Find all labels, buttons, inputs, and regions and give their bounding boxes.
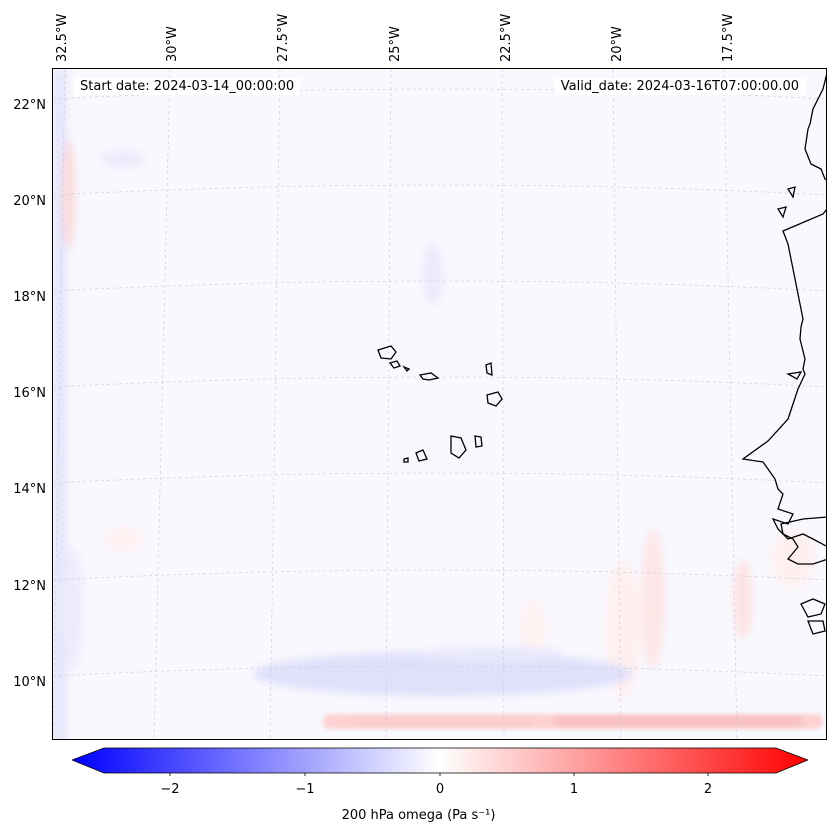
colorbar-tick-0: 0: [435, 782, 445, 797]
colorbar-bar: [72, 747, 808, 774]
colorbar-tick-2: 2: [703, 782, 713, 797]
africa-coastline-south: [780, 516, 826, 565]
lat-label-14n: 14°N: [13, 482, 46, 497]
lon-label-30w: 30°W: [165, 26, 180, 62]
southern-descent-band: [323, 714, 823, 729]
lon-label-20w: 20°W: [610, 26, 625, 62]
island-boa-vista: [486, 391, 503, 407]
island-fogo: [415, 449, 428, 462]
ascent-band-south-upper: [423, 646, 563, 662]
descent-patch-2: [733, 559, 753, 639]
ascent-patch-1: [101, 150, 145, 168]
omega-field-map: [53, 69, 826, 739]
graticule: [53, 69, 826, 739]
descent-patch-1: [641, 529, 665, 669]
lat-label-10n: 10°N: [13, 675, 46, 690]
descent-patch-6: [103, 527, 143, 551]
descent-patch-3: [605, 559, 641, 699]
colorbar-tick-neg2: −2: [160, 782, 180, 797]
lon-label-17.5w: 17.5°W: [721, 13, 736, 62]
lat-label-22n: 22°N: [13, 98, 46, 113]
descent-patch-5: [519, 599, 547, 659]
island-sao-nicolau: [418, 372, 440, 381]
valid-date-label: Valid_date: 2024-03-16T07:00:00.00: [554, 78, 805, 95]
field-background: [53, 69, 826, 739]
island-santo-antao: [377, 345, 397, 360]
island-sal: [485, 362, 493, 376]
left-descent-patch: [63, 139, 75, 249]
coastlines: [377, 74, 826, 635]
map-panel: Start date: 2024-03-14_00:00:00 Valid_da…: [52, 68, 827, 740]
africa-coastline-north: [741, 74, 826, 547]
guinea-bissau-islands: [800, 598, 826, 635]
lat-label-18n: 18°N: [13, 290, 46, 305]
left-edge-ascent-band: [53, 69, 67, 739]
coastal-inlets: [776, 186, 803, 380]
ascent-patch-2: [423, 244, 443, 304]
descent-patch-4: [771, 529, 815, 589]
ascent-patch-3: [63, 549, 83, 669]
island-santa-luzia: [402, 365, 411, 372]
colorbar-tick-1: 1: [569, 782, 579, 797]
lon-label-32.5w: 32.5°W: [55, 13, 70, 62]
ascent-band-south: [253, 652, 633, 696]
island-santiago: [450, 435, 467, 459]
colorbar: [72, 747, 808, 776]
lon-label-22.5w: 22.5°W: [499, 13, 514, 62]
colorbar-tick-neg1: −1: [295, 782, 315, 797]
island-sao-vicente: [388, 360, 401, 369]
lat-label-20n: 20°N: [13, 194, 46, 209]
island-maio: [474, 435, 483, 448]
lon-label-25w: 25°W: [388, 26, 403, 62]
island-brava: [403, 457, 409, 463]
colorbar-label: 200 hPa omega (Pa s⁻¹): [341, 808, 496, 823]
lat-label-16n: 16°N: [13, 386, 46, 401]
colorbar-tick-marks: [169, 773, 709, 776]
lon-label-27.5w: 27.5°W: [276, 13, 291, 62]
start-date-label: Start date: 2024-03-14_00:00:00: [74, 78, 301, 95]
lat-label-12n: 12°N: [13, 579, 46, 594]
